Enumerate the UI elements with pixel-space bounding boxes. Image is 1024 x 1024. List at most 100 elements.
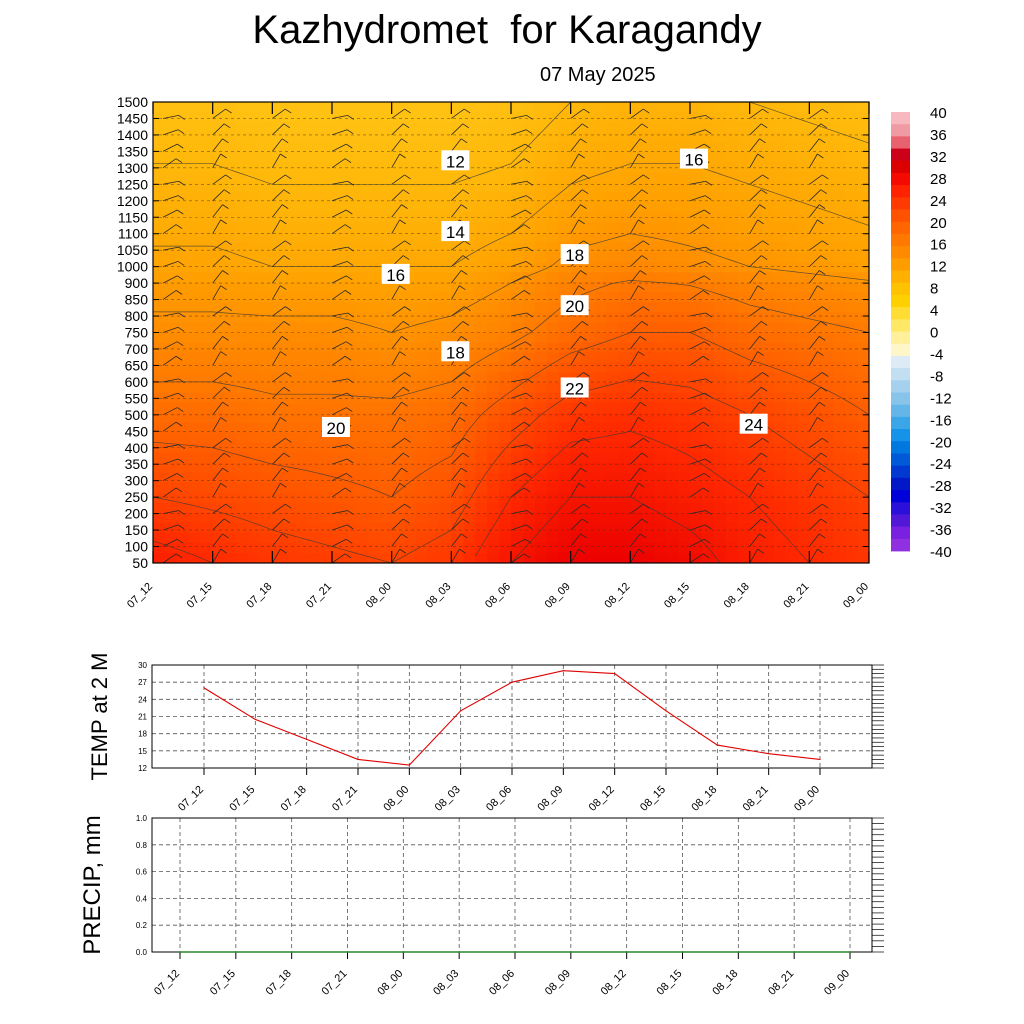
temperature-cell	[821, 192, 834, 203]
temperature-cell	[427, 552, 440, 563]
temperature-cell	[284, 532, 297, 544]
temperature-cell	[558, 482, 572, 494]
temperature-cell	[522, 402, 536, 414]
wind-barb	[630, 533, 647, 547]
temperature-cell	[809, 222, 822, 233]
temperature-cell	[534, 142, 548, 153]
contour-label-text: 24	[744, 416, 763, 435]
temperature-cell	[821, 132, 834, 143]
temperature-cell	[713, 352, 727, 364]
temperature-cell	[451, 412, 464, 424]
temperature-cell	[725, 432, 739, 444]
temperature-cell	[690, 362, 703, 374]
temperature-cell	[749, 332, 763, 344]
y-tick-label: 350	[125, 456, 149, 472]
temperature-cell	[713, 462, 727, 474]
temperature-cell	[833, 362, 846, 374]
temperature-cell	[594, 212, 608, 223]
temperature-cell	[499, 232, 512, 243]
temperature-cell	[320, 402, 333, 414]
temperature-cell	[511, 302, 524, 314]
temperature-cell	[797, 262, 810, 273]
temperature-cell	[487, 462, 500, 474]
data-point	[514, 951, 516, 953]
temperature-cell	[379, 282, 393, 294]
temperature-cell	[701, 152, 715, 163]
temperature-cell	[701, 102, 715, 113]
y-tick-label: 1250	[117, 176, 148, 192]
temperature-cell	[594, 372, 608, 384]
temperature-cell	[666, 132, 679, 143]
temperature-cell	[367, 302, 381, 314]
wind-barb	[570, 102, 572, 103]
temperature-cell	[499, 512, 512, 524]
temperature-cell	[511, 392, 524, 404]
temperature-cell	[725, 232, 739, 243]
wind-barb	[689, 421, 710, 432]
temperature-cell	[546, 382, 560, 394]
temperature-cell	[248, 252, 261, 263]
temperature-cell	[176, 202, 190, 213]
temperature-cell	[511, 382, 524, 394]
temperature-cell	[594, 112, 608, 123]
temperature-cell	[164, 132, 178, 143]
temperature-cell	[678, 142, 691, 153]
temperature-cell	[761, 242, 775, 253]
temperature-cell	[797, 232, 810, 243]
temperature-cell	[212, 132, 226, 143]
temperature-cell	[475, 502, 488, 514]
temperature-cell	[570, 402, 584, 414]
temperature-cell	[845, 252, 858, 263]
temperature-cell	[343, 472, 357, 484]
temperature-cell	[809, 412, 822, 424]
temperature-cell	[451, 512, 464, 524]
temperature-cell	[499, 492, 512, 504]
temperature-cell	[821, 332, 834, 344]
temperature-cell	[153, 522, 166, 534]
temperature-cell	[236, 142, 250, 153]
wind-barb	[162, 421, 183, 432]
temperature-cell	[522, 232, 536, 243]
temperature-cell	[725, 292, 739, 304]
wind-barb	[162, 407, 184, 416]
wind-barb	[272, 204, 289, 218]
wind-barb	[451, 240, 471, 251]
temperature-cell	[594, 462, 608, 474]
temperature-cell	[713, 492, 727, 504]
temperature-cell	[737, 282, 751, 294]
temperature-cell	[618, 442, 631, 454]
temperature-cell	[558, 232, 572, 243]
temperature-cell	[308, 222, 321, 233]
temperature-cell	[284, 122, 297, 133]
temperature-cell	[439, 472, 452, 484]
data-point	[346, 951, 349, 953]
temperature-cell	[164, 402, 178, 414]
wind-barb	[391, 138, 408, 152]
temperature-cell	[749, 202, 763, 213]
data-point	[203, 687, 205, 689]
wind-barb	[510, 209, 532, 218]
temperature-cell	[153, 132, 166, 143]
data-point	[849, 951, 851, 953]
temperature-cell	[690, 402, 703, 414]
temperature-cell	[343, 352, 357, 364]
temperature-cell	[845, 512, 858, 524]
temperature-cell	[463, 322, 476, 334]
temperature-cell	[308, 412, 321, 424]
wind-barb	[749, 452, 768, 465]
temperature-cell	[260, 362, 273, 374]
colorbar-swatch	[891, 197, 910, 210]
contour-label-text: 12	[446, 152, 465, 171]
temperature-cell	[737, 222, 751, 233]
temperature-cell	[582, 522, 596, 534]
temperature-cell	[857, 372, 869, 384]
temperature-cell	[546, 432, 560, 444]
temperature-cell	[272, 262, 285, 273]
temperature-cell	[236, 502, 250, 514]
temperature-cell	[761, 282, 775, 294]
temperature-cell	[284, 452, 297, 464]
temperature-cell	[725, 442, 739, 454]
temperature-cell	[391, 402, 405, 414]
x-tick-label: 08_09	[543, 581, 573, 611]
temperature-cell	[558, 152, 572, 163]
